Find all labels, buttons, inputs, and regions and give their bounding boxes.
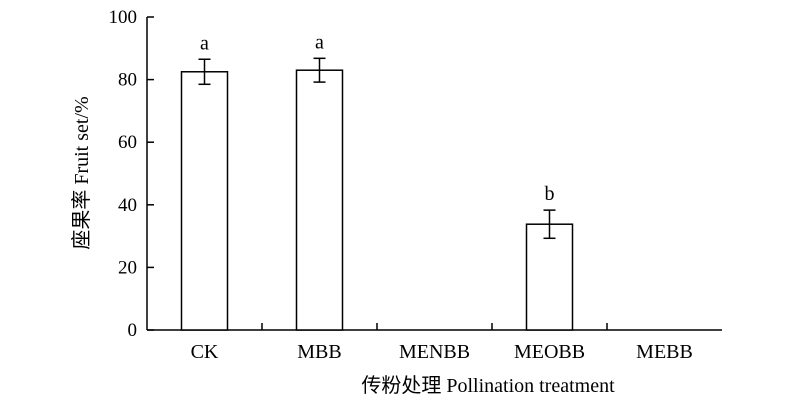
significance-letters: a a b xyxy=(200,31,554,205)
significance-letter: a xyxy=(200,32,209,54)
significance-letter: b xyxy=(545,183,555,205)
y-axis-ticks: 0 20 40 60 80 100 xyxy=(109,7,154,341)
x-tick-label: MEOBB xyxy=(514,341,585,363)
y-tick-label: 40 xyxy=(118,195,137,216)
y-axis-label: 座果率 Fruit set/% xyxy=(70,96,93,249)
y-tick-label: 60 xyxy=(118,132,137,153)
axes xyxy=(146,17,722,331)
x-axis-tick-labels: CK MBB MENBB MEOBB MEBB xyxy=(191,323,693,363)
bar xyxy=(180,71,229,331)
y-tick-label: 100 xyxy=(109,7,138,28)
x-tick-label: MEBB xyxy=(636,341,693,363)
y-tick-label: 20 xyxy=(118,257,137,278)
y-tick-label: 80 xyxy=(118,70,137,91)
bar xyxy=(525,223,574,331)
x-tick-label: MBB xyxy=(297,341,341,363)
bars xyxy=(180,69,574,331)
bar xyxy=(295,69,344,331)
significance-letter: a xyxy=(315,31,324,53)
x-tick-label: MENBB xyxy=(399,341,470,363)
y-tick-label: 0 xyxy=(128,320,138,341)
error-bars xyxy=(198,57,556,240)
x-tick-label: CK xyxy=(191,341,219,363)
x-axis-label: 传粉处理 Pollination treatment xyxy=(361,374,615,397)
